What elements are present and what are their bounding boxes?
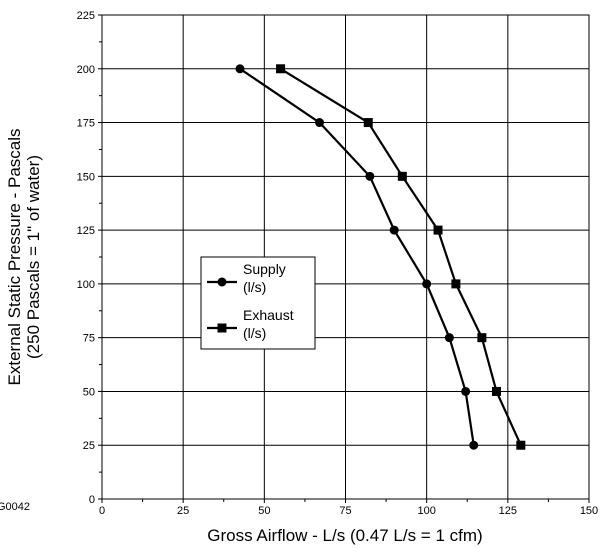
series-layer: [235, 64, 526, 450]
exhaust-data-point: [451, 279, 461, 289]
supply-data-point: [315, 118, 325, 128]
y-tick-label: 125: [77, 225, 95, 237]
y-tick-label: 50: [83, 386, 95, 398]
y-tick-label: 100: [77, 279, 95, 291]
legend-box: [200, 256, 316, 350]
x-tick-label: 75: [339, 505, 351, 517]
x-tick-label: 125: [499, 505, 517, 517]
y-tick-label: 200: [77, 64, 95, 76]
exhaust-legend-label: (l/s): [243, 325, 266, 341]
supply-legend-marker: [217, 277, 227, 287]
x-tick-label: 25: [177, 505, 189, 517]
x-tick-label: 100: [417, 505, 435, 517]
x-tick-label: 150: [580, 505, 598, 517]
exhaust-data-point: [477, 333, 487, 343]
exhaust-data-point: [491, 386, 501, 396]
y-tick-label: 225: [77, 10, 95, 22]
supply-data-point: [444, 333, 454, 343]
x-tick-label: 50: [258, 505, 270, 517]
y-tick-label: 0: [89, 494, 95, 506]
y-tick-label: 75: [83, 333, 95, 345]
exhaust-data-point: [363, 118, 373, 128]
exhaust-data-point: [516, 440, 526, 450]
figure-id: G0042: [0, 501, 30, 513]
supply-data-point: [365, 171, 375, 181]
y-tick-label: 25: [83, 440, 95, 452]
exhaust-legend-marker: [217, 323, 227, 333]
x-tick-label: 0: [99, 505, 105, 517]
y-axis-title-line-1: External Static Pressure - Pascals: [5, 129, 24, 386]
x-axis-title: Gross Airflow - L/s (0.47 L/s = 1 cfm): [207, 526, 482, 545]
supply-data-point: [389, 225, 399, 235]
tick-layer: 0 25 50 75 100 125 150 0 25 50 75 100 125 150 175 200 22…: [77, 10, 599, 517]
supply-series-line: [239, 67, 475, 446]
supply-legend-label: (l/s): [243, 279, 266, 295]
exhaust-data-point: [276, 64, 286, 74]
grid-layer: [102, 15, 589, 499]
supply-data-point: [469, 440, 479, 450]
exhaust-data-point: [397, 171, 407, 181]
exhaust-data-point: [433, 225, 443, 235]
y-axis-title-line-2: (250 Pascals = 1" of water): [24, 155, 43, 359]
legend: Supply (l/s) Exhaust (l/s): [200, 256, 316, 350]
supply-data-point: [235, 64, 245, 74]
y-tick-label: 175: [77, 118, 95, 130]
exhaust-legend-label: Exhaust: [243, 307, 294, 323]
supply-data-point: [422, 279, 432, 289]
y-tick-label: 150: [77, 171, 95, 183]
supply-legend-label: Supply: [243, 261, 286, 277]
supply-data-point: [461, 386, 471, 396]
exhaust-series-line: [279, 67, 522, 446]
